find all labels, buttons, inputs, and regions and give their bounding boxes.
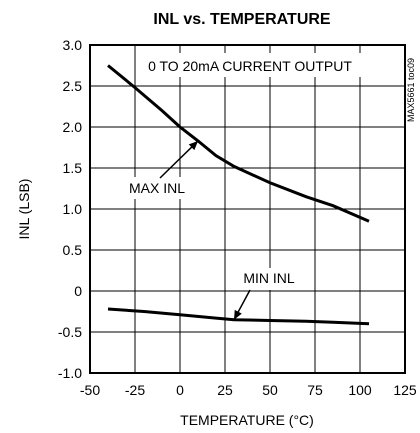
max-inl-arrow-head [188, 140, 198, 151]
annotation-arrows [159, 140, 251, 321]
min-inl-label: MIN INL [243, 270, 295, 286]
y-tick-label: 2.0 [63, 119, 83, 135]
y-tick-label: 1.5 [63, 160, 83, 176]
chart-title: INL vs. TEMPERATURE [153, 11, 331, 28]
y-tick-label: 0 [74, 283, 82, 299]
x-tick-label: 75 [307, 382, 323, 398]
series-max-inl-line [107, 64, 370, 223]
x-tick-label: 50 [262, 382, 278, 398]
min-inl-arrow-head [234, 309, 242, 320]
max-inl-label-bg [115, 177, 199, 199]
y-tick-labels: 3.0 2.5 2.0 1.5 1.0 0.5 0 -0.5 -1.0 [58, 37, 82, 381]
grid [90, 45, 405, 373]
y-tick-label: -0.5 [58, 324, 82, 340]
x-tick-label: 25 [217, 382, 233, 398]
y-tick-label: -1.0 [58, 365, 82, 381]
x-tick-labels: -50 -25 0 25 50 75 100 125 [80, 382, 417, 398]
x-tick-label: -50 [80, 382, 100, 398]
y-tick-label: 2.5 [63, 78, 83, 94]
y-axis-label: INL (LSB) [16, 179, 32, 240]
plot-frame [89, 44, 406, 374]
x-axis-label: TEMPERATURE (°C) [180, 412, 314, 428]
x-tick-label: 0 [176, 382, 184, 398]
x-tick-label: 100 [348, 382, 372, 398]
x-tick-label: 125 [393, 382, 417, 398]
figure-code: MAX5661 toc09 [406, 58, 416, 122]
y-tick-label: 1.0 [63, 201, 83, 217]
annotation-box-bg [137, 53, 363, 77]
y-tick-label: 0.5 [63, 242, 83, 258]
min-inl-label-bg [228, 268, 310, 290]
y-tick-label: 3.0 [63, 37, 83, 53]
annotation-box-text: 0 TO 20mA CURRENT OUTPUT [148, 58, 352, 74]
x-tick-label: -25 [125, 382, 145, 398]
max-inl-label: MAX INL [129, 180, 185, 196]
